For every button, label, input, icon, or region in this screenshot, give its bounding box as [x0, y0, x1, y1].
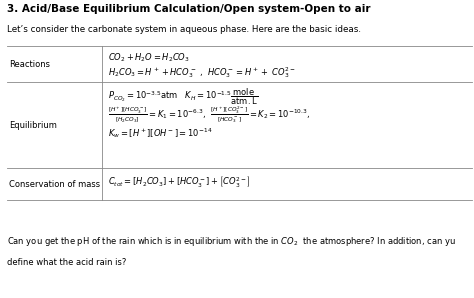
Text: Can you get the pH of the rain which is in equilibrium with the in $CO_2$  the a: Can you get the pH of the rain which is …	[7, 235, 456, 249]
Text: $\frac{[H^+][HCO_3^-]}{[H_2CO_3]} = K_1 = 10^{-6.3}$,  $\frac{[H^+][CO_3^{2-}]}{: $\frac{[H^+][HCO_3^-]}{[H_2CO_3]} = K_1 …	[108, 104, 310, 125]
Text: $CO_2 + H_2O = H_2CO_3$: $CO_2 + H_2O = H_2CO_3$	[108, 52, 190, 64]
Text: $K_w = [H^+][OH^-] = 10^{-14}$: $K_w = [H^+][OH^-] = 10^{-14}$	[108, 126, 212, 140]
Text: $C_{tot} = [H_2CO_3] + [HCO_3^-] + \left[CO_3^{2-}\right]$: $C_{tot} = [H_2CO_3] + [HCO_3^-] + \left…	[108, 174, 250, 189]
Text: Equilibrium: Equilibrium	[9, 121, 57, 130]
Text: $P_{CO_2} = 10^{-3.5}\mathrm{atm}$   $K_H = 10^{-1.5}\dfrac{\mathrm{mole}}{\math: $P_{CO_2} = 10^{-3.5}\mathrm{atm}$ $K_H …	[108, 87, 258, 107]
Text: 3. Acid/Base Equilibrium Calculation/Open system-Open to air: 3. Acid/Base Equilibrium Calculation/Ope…	[7, 4, 371, 15]
Text: $H_2CO_3 = H^+ + HCO_3^-$ ,  $HCO_3^- = H^+ +\ CO_3^{2-}$: $H_2CO_3 = H^+ + HCO_3^-$ , $HCO_3^- = H…	[108, 65, 296, 80]
Text: Conservation of mass: Conservation of mass	[9, 179, 100, 189]
Text: Let’s consider the carbonate system in aqueous phase. Here are the basic ideas.: Let’s consider the carbonate system in a…	[7, 25, 361, 34]
Text: define what the acid rain is?: define what the acid rain is?	[7, 258, 127, 267]
Text: Reactions: Reactions	[9, 60, 50, 69]
